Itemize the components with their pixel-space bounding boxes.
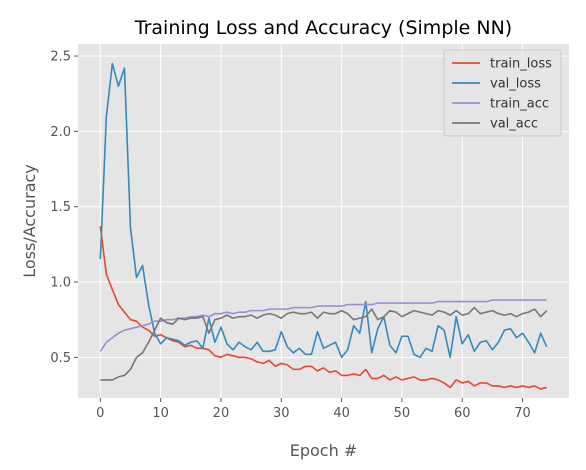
- series-lines: [99, 62, 548, 390]
- legend-box: [443, 49, 562, 137]
- series-line-train-loss: [99, 226, 547, 390]
- legend-label: train_acc: [490, 97, 549, 112]
- legend-label: train_loss: [490, 57, 552, 72]
- x-tick-label: 60: [454, 406, 471, 421]
- y-tick-label: 2.5: [50, 50, 71, 65]
- x-axis: 0 10 20 30 40 50 60 70: [96, 398, 531, 421]
- y-axis-label: Loss/Accuracy: [20, 164, 39, 278]
- chart-title: Training Loss and Accuracy (Simple NN): [134, 17, 512, 39]
- legend-label: val_loss: [490, 77, 541, 92]
- legend-label: val_acc: [490, 117, 538, 132]
- grid: [78, 44, 569, 398]
- x-tick-label: 20: [213, 406, 230, 421]
- series-line-val-acc: [100, 306, 548, 381]
- x-tick-label: 40: [333, 406, 350, 421]
- y-axis: 0.5 1.0 1.5 2.0 2.5: [50, 50, 78, 366]
- y-tick-label: 1.0: [50, 276, 71, 291]
- series-line-train-acc: [99, 299, 547, 352]
- y-tick-label: 2.0: [50, 125, 71, 140]
- x-tick-label: 0: [96, 406, 104, 421]
- legend: train_loss val_loss train_acc val_acc: [443, 49, 562, 137]
- x-tick-label: 70: [514, 406, 531, 421]
- x-axis-label: Epoch #: [290, 441, 357, 460]
- x-tick-label: 10: [152, 406, 169, 421]
- series-line-val-loss: [99, 62, 548, 359]
- y-tick-label: 0.5: [50, 351, 71, 366]
- x-tick-label: 50: [394, 406, 411, 421]
- x-tick-label: 30: [273, 406, 290, 421]
- y-tick-label: 1.5: [50, 200, 71, 215]
